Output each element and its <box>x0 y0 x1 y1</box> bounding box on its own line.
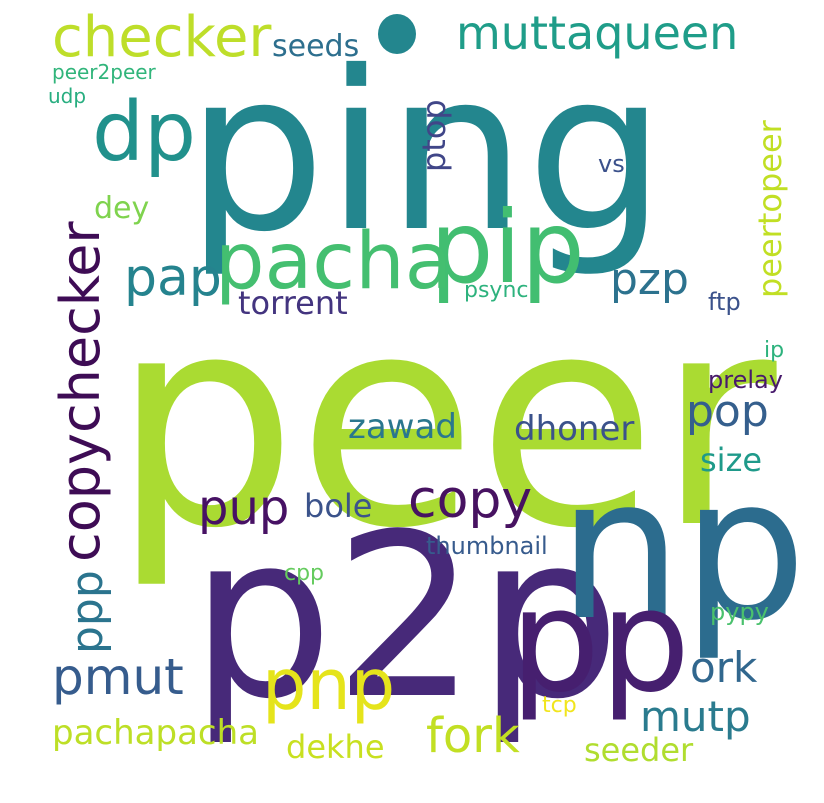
word-muttaqueen: muttaqueen <box>456 6 739 60</box>
ping-i-dot <box>378 14 416 54</box>
word-udp: udp <box>48 84 87 108</box>
word-ppp: ppp <box>62 570 113 654</box>
word-vs: vs <box>598 150 625 178</box>
word-pap: pap <box>124 248 222 308</box>
word-dhoner: dhoner <box>514 409 635 449</box>
word-mutp: mutp <box>640 692 751 741</box>
word-pmut: pmut <box>52 648 184 706</box>
word-peertopeer: peertopeer <box>751 120 789 298</box>
word-cpp: cpp <box>284 561 325 586</box>
word-prelay: prelay <box>708 366 783 394</box>
word-tcp: tcp <box>542 693 577 718</box>
word-ork: ork <box>690 643 758 692</box>
word-copy: copy <box>408 470 533 530</box>
word-dey: dey <box>94 191 150 226</box>
word-seeder: seeder <box>584 731 694 769</box>
word-size: size <box>700 441 763 479</box>
word-p2p: p2p <box>190 486 621 749</box>
word-peer: peer <box>112 252 777 592</box>
word-peer2peer: peer2peer <box>52 60 156 84</box>
word-pp: pp <box>510 559 691 724</box>
word-pacha: pacha <box>215 217 453 307</box>
word-dekhe: dekhe <box>286 728 385 766</box>
word-seeds: seeds <box>272 29 360 64</box>
word-pachapacha: pachapacha <box>52 713 259 753</box>
word-bole: bole <box>304 487 373 525</box>
word-pip: pip <box>430 189 585 306</box>
word-zawad: zawad <box>348 407 457 447</box>
word-ip: ip <box>764 338 785 363</box>
word-ftp: ftp <box>708 288 741 316</box>
word-ping: ping <box>186 24 666 280</box>
word-pop: pop <box>686 386 769 437</box>
word-checker: checker <box>52 5 272 70</box>
word-psync: psync <box>464 278 529 303</box>
word-thumbnail: thumbnail <box>426 532 548 560</box>
word-pzp: pzp <box>610 254 689 305</box>
word-dp: dp <box>92 85 197 180</box>
word-pup: pup <box>198 480 290 536</box>
word-pnp: pnp <box>262 644 396 726</box>
word-torrent: torrent <box>238 284 348 322</box>
word-np: np <box>558 436 807 664</box>
word-copychecker: copychecker <box>49 221 112 562</box>
word-pypy: pypy <box>710 598 769 626</box>
word-ptop: ptop <box>415 99 453 172</box>
word-fork: fork <box>426 708 520 764</box>
